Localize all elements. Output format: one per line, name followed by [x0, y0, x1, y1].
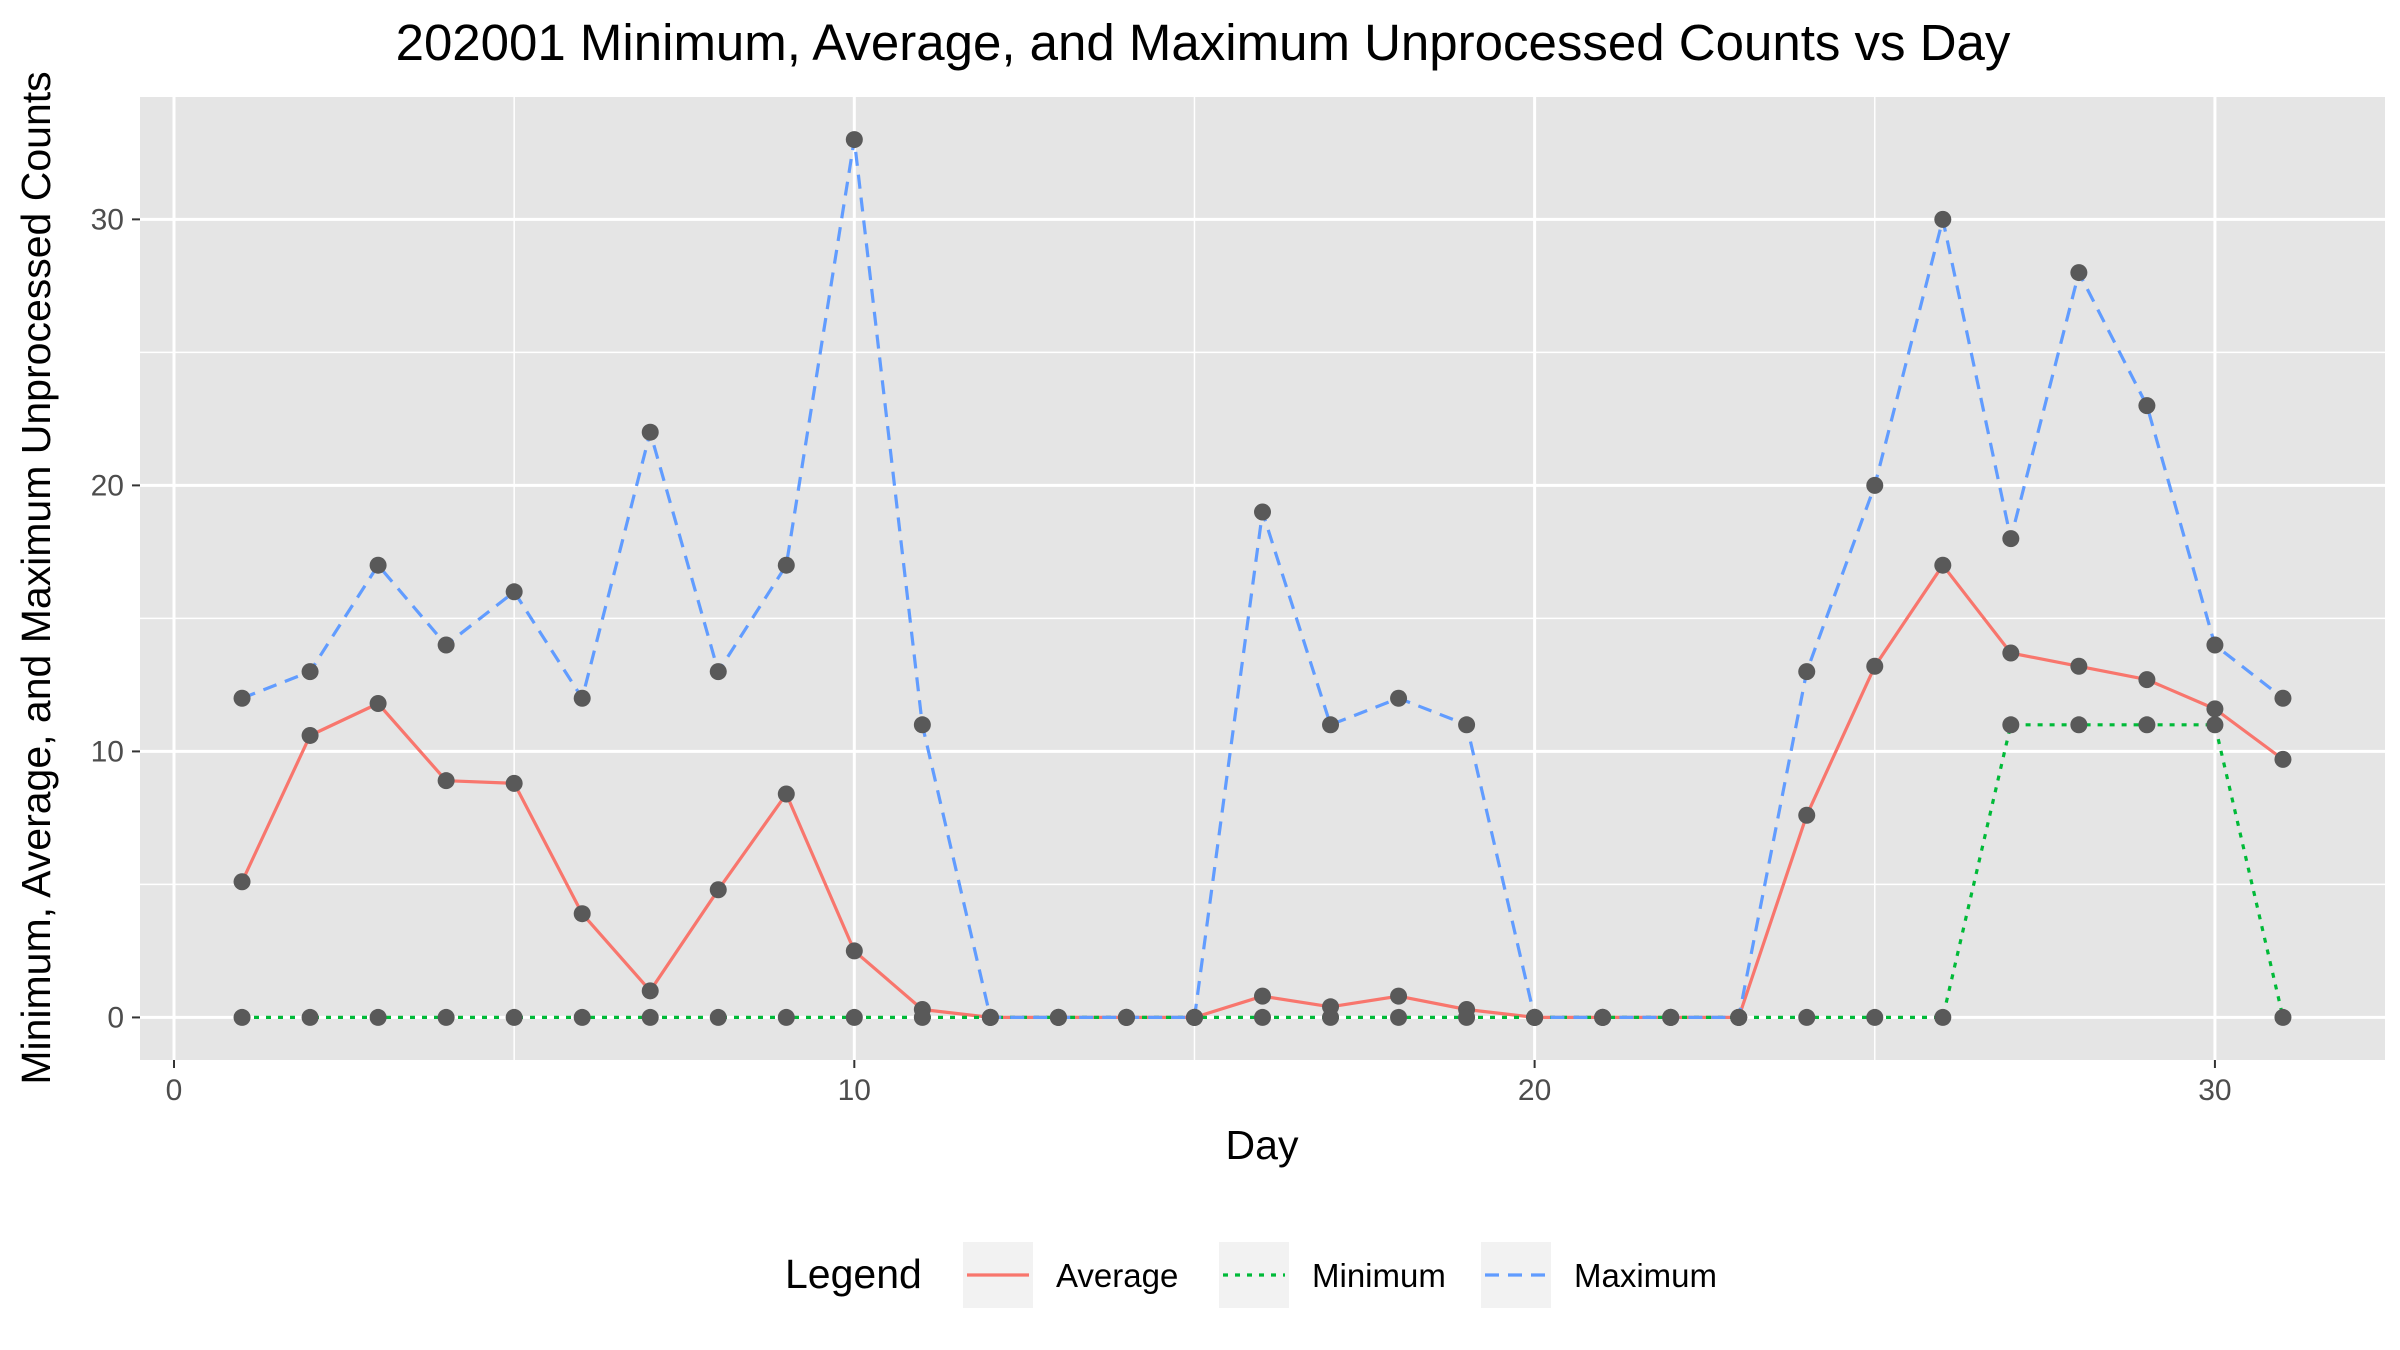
- data-point-average: [709, 881, 727, 899]
- data-point-maximum: [981, 1008, 999, 1026]
- data-point-maximum: [1254, 503, 1271, 521]
- data-point-average: [845, 942, 863, 960]
- data-point-minimum: [913, 1008, 931, 1026]
- data-point-minimum: [1866, 1008, 1884, 1026]
- data-point-average: [2206, 700, 2224, 718]
- data-point-maximum: [1322, 716, 1340, 734]
- data-point-maximum: [845, 131, 863, 149]
- legend-key-minimum: [1219, 1242, 1289, 1308]
- data-point-maximum: [1730, 1008, 1748, 1026]
- data-point-average: [1934, 556, 1952, 574]
- y-tick-label: 30: [91, 203, 124, 236]
- minor-gridlines: [140, 97, 2385, 1060]
- data-point-average: [777, 785, 795, 803]
- data-point-minimum: [301, 1008, 319, 1026]
- data-point-minimum: [369, 1008, 387, 1026]
- data-points: [233, 131, 2292, 1026]
- data-point-average: [2070, 657, 2088, 675]
- y-tick-label: 10: [91, 735, 124, 768]
- chart-title: 202001 Minimum, Average, and Maximum Unp…: [396, 14, 2011, 71]
- data-point-maximum: [1594, 1008, 1612, 1026]
- data-point-minimum: [777, 1008, 795, 1026]
- x-axis-title: Day: [1226, 1122, 1299, 1168]
- data-point-average: [2002, 644, 2020, 662]
- x-tick-label: 0: [166, 1074, 183, 1107]
- data-point-minimum: [2138, 716, 2156, 734]
- legend-title: Legend: [785, 1251, 922, 1297]
- y-tick-label: 20: [91, 469, 124, 502]
- data-point-minimum: [2070, 716, 2088, 734]
- data-point-maximum: [777, 556, 795, 574]
- data-point-maximum: [573, 689, 591, 707]
- data-point-maximum: [1866, 476, 1884, 494]
- data-point-average: [1866, 657, 1884, 675]
- data-point-maximum: [437, 636, 455, 654]
- x-tick-label: 20: [1518, 1074, 1551, 1107]
- legend-label-maximum: Maximum: [1574, 1257, 1717, 1294]
- data-point-average: [1390, 987, 1408, 1005]
- data-point-maximum: [1185, 1008, 1203, 1026]
- data-point-maximum: [709, 663, 727, 681]
- data-point-minimum: [1458, 1008, 1476, 1026]
- legend-label-minimum: Minimum: [1312, 1257, 1446, 1294]
- data-point-minimum: [573, 1008, 591, 1026]
- data-point-minimum: [437, 1008, 455, 1026]
- legend: Legend Average Minimum Maximum: [785, 1242, 1717, 1308]
- data-point-minimum: [1934, 1008, 1952, 1026]
- data-point-maximum: [2002, 530, 2020, 548]
- plot-panel: [140, 97, 2385, 1060]
- data-point-minimum: [2002, 716, 2020, 734]
- data-point-average: [573, 905, 591, 923]
- data-point-maximum: [505, 583, 523, 601]
- data-point-maximum: [913, 716, 931, 734]
- data-point-minimum: [2206, 716, 2224, 734]
- data-point-maximum: [1458, 716, 1476, 734]
- data-point-average: [437, 772, 455, 790]
- data-point-maximum: [1117, 1008, 1135, 1026]
- data-point-maximum: [1934, 210, 1952, 228]
- data-point-average: [2138, 671, 2156, 689]
- data-point-maximum: [369, 556, 387, 574]
- data-point-minimum: [2274, 1008, 2292, 1026]
- x-tick-label: 30: [2198, 1074, 2231, 1107]
- data-point-minimum: [233, 1008, 251, 1026]
- y-tick-label: 0: [107, 1001, 124, 1034]
- data-point-maximum: [1390, 689, 1408, 707]
- data-point-average: [641, 982, 659, 1000]
- data-point-maximum: [301, 663, 319, 681]
- data-point-minimum: [845, 1008, 863, 1026]
- data-point-maximum: [233, 689, 251, 707]
- data-point-average: [2274, 750, 2292, 768]
- data-point-minimum: [1322, 1008, 1340, 1026]
- x-tick-labels: 0 10 20 30: [166, 1074, 2232, 1107]
- legend-label-average: Average: [1056, 1257, 1178, 1294]
- data-point-maximum: [2138, 397, 2156, 415]
- data-point-maximum: [1798, 663, 1816, 681]
- data-point-average: [369, 695, 387, 713]
- data-point-minimum: [1798, 1008, 1816, 1026]
- data-point-maximum: [1526, 1008, 1544, 1026]
- data-point-average: [233, 873, 251, 891]
- data-point-minimum: [1254, 1008, 1271, 1026]
- y-tick-labels: 0 10 20 30: [91, 203, 124, 1034]
- data-point-minimum: [709, 1008, 727, 1026]
- x-tick-label: 10: [838, 1074, 871, 1107]
- data-point-average: [505, 774, 523, 792]
- data-point-maximum: [2274, 689, 2292, 707]
- data-point-average: [301, 726, 319, 744]
- data-point-minimum: [641, 1008, 659, 1026]
- data-point-maximum: [1662, 1008, 1680, 1026]
- data-point-maximum: [2206, 636, 2224, 654]
- axis-ticks: [132, 218, 2216, 1068]
- data-point-maximum: [641, 423, 659, 441]
- data-point-average: [1254, 987, 1271, 1005]
- data-point-maximum: [1049, 1008, 1067, 1026]
- y-axis-title: Minimum, Average, and Maximum Unprocesse…: [13, 71, 59, 1084]
- data-point-minimum: [505, 1008, 523, 1026]
- data-point-minimum: [1390, 1008, 1408, 1026]
- data-point-average: [1798, 806, 1816, 824]
- data-point-maximum: [2070, 264, 2088, 282]
